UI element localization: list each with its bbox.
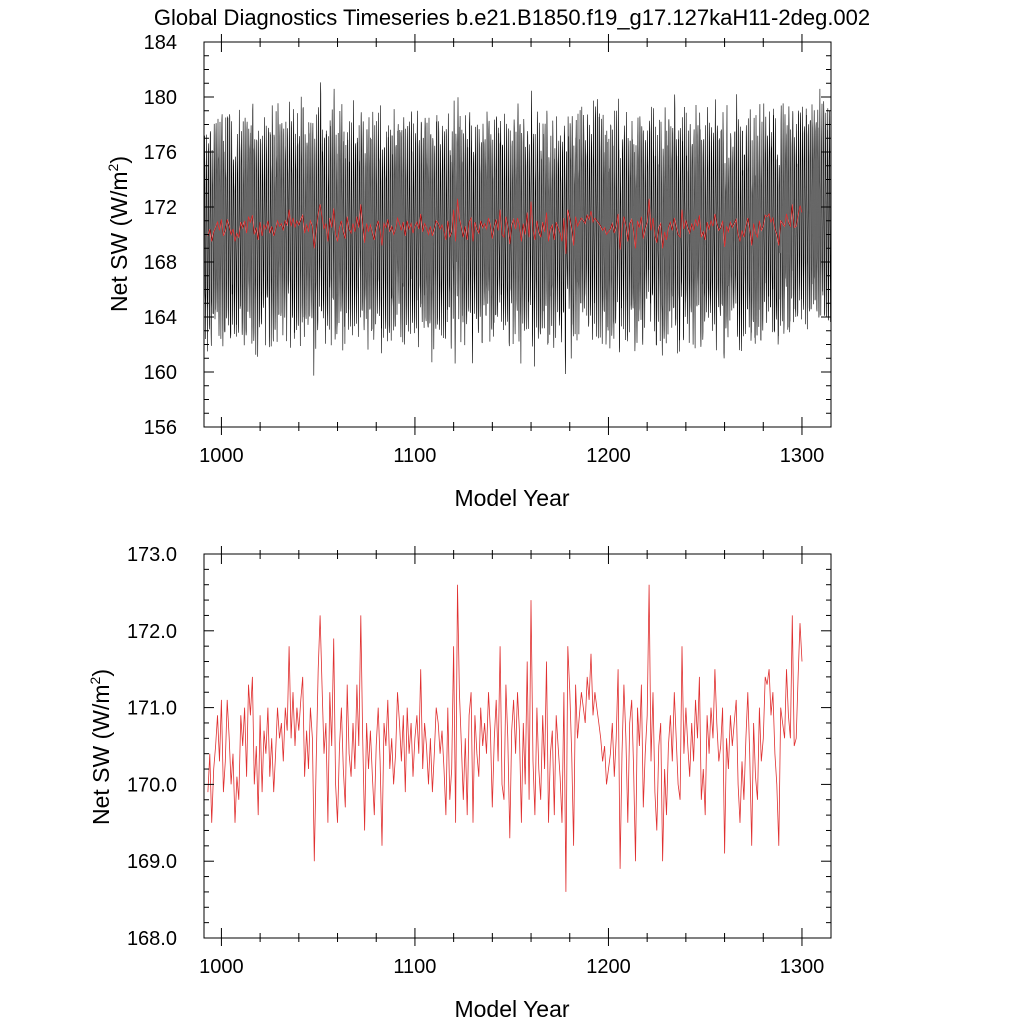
top-plot-lines [203, 82, 832, 376]
x-tick-label: 1000 [199, 956, 244, 978]
y-tick-label: 172 [144, 197, 177, 219]
top-ylabel: Net SW (W/m2) [105, 156, 132, 312]
y-tick-label: 173.0 [127, 544, 177, 566]
y-tick-label: 184 [144, 32, 177, 54]
top-tick-labels: 1000 1100 1200 1300 156 160 164 168 172 176 180 184 [144, 32, 825, 467]
bottom-plot-frame [203, 553, 832, 939]
x-tick-label: 1200 [586, 956, 631, 978]
bottom-ticks [204, 546, 831, 946]
y-tick-label: 170.0 [127, 774, 177, 796]
y-tick-label: 171.0 [127, 698, 177, 720]
y-tick-label: 169.0 [127, 851, 177, 873]
x-tick-label: 1100 [393, 956, 436, 978]
annual-series-line [207, 198, 803, 254]
y-tick-label: 156 [144, 417, 177, 439]
bottom-xlabel: Model Year [454, 996, 569, 1022]
bottom-tick-labels: 1000 1100 1200 1300 168.0 169.0 170.0 171.0 172.… [127, 544, 824, 978]
top-ylabel-main: Net SW (W/m [106, 171, 132, 312]
x-tick-label: 1100 [393, 445, 436, 467]
y-tick-label: 168 [144, 252, 177, 274]
top-ylabel-close: ) [106, 156, 132, 164]
top-panel: 1000 1100 1200 1300 156 160 164 168 172 176 180 184… [105, 32, 832, 511]
y-tick-label: 160 [144, 362, 177, 384]
top-xlabel: Model Year [454, 485, 569, 511]
bottom-ylabel: Net SW (W/m2) [87, 669, 114, 825]
bottom-ylabel-close: ) [88, 669, 114, 677]
y-tick-label: 164 [144, 307, 177, 329]
x-tick-label: 1300 [780, 445, 825, 467]
bottom-ylabel-main: Net SW (W/m [88, 684, 114, 825]
bottom-ylabel-sup: 2 [87, 676, 103, 684]
y-tick-label: 172.0 [127, 621, 177, 643]
y-tick-label: 176 [144, 142, 177, 164]
monthly-series-line [203, 82, 832, 376]
y-tick-label: 180 [144, 87, 177, 109]
x-tick-label: 1300 [780, 956, 825, 978]
bottom-plot-lines [207, 584, 803, 892]
chart-title: Global Diagnostics Timeseries b.e21.B185… [154, 5, 870, 30]
y-tick-label: 168.0 [127, 928, 177, 950]
top-ylabel-sup: 2 [105, 163, 121, 171]
x-tick-label: 1000 [199, 445, 244, 467]
annual-series-line [207, 584, 803, 892]
x-tick-label: 1200 [586, 445, 631, 467]
top-ticks [204, 34, 831, 435]
bottom-panel: 1000 1100 1200 1300 168.0 169.0 170.0 171.0 172.… [87, 544, 832, 1022]
